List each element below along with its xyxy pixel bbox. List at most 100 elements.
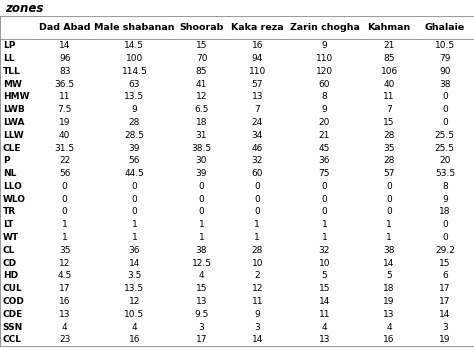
Text: 1: 1	[199, 220, 204, 229]
Text: 0: 0	[442, 105, 448, 114]
Text: 3: 3	[199, 323, 204, 332]
Text: 1: 1	[131, 233, 137, 242]
Bar	[0, 295, 36, 308]
Bar	[363, 103, 416, 116]
Bar	[286, 155, 363, 167]
Bar	[36, 39, 94, 52]
Bar	[0, 52, 36, 65]
Text: 15: 15	[196, 41, 207, 50]
Text: 0: 0	[442, 92, 448, 101]
Bar	[286, 39, 363, 52]
Bar	[416, 321, 474, 333]
Text: 4: 4	[62, 323, 67, 332]
Text: LT: LT	[3, 220, 13, 229]
Bar	[0, 65, 36, 78]
Bar	[416, 206, 474, 219]
Text: HMW: HMW	[3, 92, 29, 101]
Text: 17: 17	[439, 284, 451, 293]
Bar	[94, 257, 175, 269]
Text: 45: 45	[319, 143, 330, 152]
Bar	[416, 282, 474, 295]
Text: 1: 1	[386, 233, 392, 242]
Text: 39: 39	[128, 143, 140, 152]
Text: 14.5: 14.5	[124, 41, 145, 50]
Bar	[286, 269, 363, 282]
Bar	[36, 269, 94, 282]
Bar	[286, 65, 363, 78]
Text: WT: WT	[3, 233, 19, 242]
Bar	[228, 333, 286, 346]
Bar	[363, 65, 416, 78]
Text: 5: 5	[321, 271, 328, 280]
Text: CDE: CDE	[3, 310, 23, 319]
Bar	[175, 78, 228, 90]
Text: 12: 12	[128, 297, 140, 306]
Text: 18: 18	[383, 284, 395, 293]
Text: 0: 0	[255, 207, 260, 216]
Text: Dad Abad: Dad Abad	[39, 23, 91, 32]
Bar	[94, 180, 175, 193]
Bar	[363, 52, 416, 65]
Bar	[0, 193, 36, 206]
Bar	[175, 231, 228, 244]
Text: 1: 1	[255, 233, 260, 242]
Text: 16: 16	[128, 335, 140, 345]
Text: 15: 15	[196, 284, 207, 293]
Bar	[416, 180, 474, 193]
Bar	[416, 116, 474, 129]
Text: 0: 0	[131, 195, 137, 204]
Text: 1: 1	[255, 220, 260, 229]
Bar	[94, 333, 175, 346]
Text: 5: 5	[386, 271, 392, 280]
Bar	[0, 90, 36, 103]
Bar	[175, 142, 228, 155]
Bar	[94, 206, 175, 219]
Text: 57: 57	[383, 169, 395, 178]
Bar	[416, 231, 474, 244]
Bar	[286, 90, 363, 103]
Bar	[228, 308, 286, 321]
Bar	[363, 282, 416, 295]
Bar	[228, 52, 286, 65]
Text: 0: 0	[321, 195, 328, 204]
Text: 28.5: 28.5	[124, 131, 145, 140]
Text: 36: 36	[128, 246, 140, 255]
Text: 0: 0	[442, 220, 448, 229]
Text: 12: 12	[59, 259, 70, 268]
Text: 10: 10	[252, 259, 263, 268]
Bar	[94, 39, 175, 52]
Bar	[363, 257, 416, 269]
Text: 2: 2	[255, 271, 260, 280]
Text: 12: 12	[196, 92, 207, 101]
Bar	[286, 244, 363, 257]
Text: 1: 1	[131, 220, 137, 229]
Bar	[0, 321, 36, 333]
Text: 1: 1	[199, 233, 204, 242]
Text: 28: 28	[252, 246, 263, 255]
Text: 70: 70	[196, 54, 207, 63]
Text: 8: 8	[442, 182, 448, 191]
Bar	[416, 129, 474, 142]
Bar	[175, 116, 228, 129]
Bar	[416, 155, 474, 167]
Bar	[416, 269, 474, 282]
Bar	[363, 321, 416, 333]
Text: 13: 13	[196, 297, 207, 306]
Bar	[363, 155, 416, 167]
Text: 34: 34	[252, 131, 263, 140]
Text: 15: 15	[439, 259, 451, 268]
Text: LL: LL	[3, 54, 14, 63]
Bar	[94, 116, 175, 129]
Text: 25.5: 25.5	[435, 131, 455, 140]
Text: 1: 1	[62, 220, 67, 229]
Bar	[416, 295, 474, 308]
Text: 40: 40	[59, 131, 70, 140]
Text: 14: 14	[128, 259, 140, 268]
Bar	[363, 219, 416, 231]
Bar	[286, 52, 363, 65]
Bar	[0, 206, 36, 219]
Bar	[286, 282, 363, 295]
Bar	[36, 219, 94, 231]
Bar	[228, 219, 286, 231]
Text: 83: 83	[59, 67, 70, 76]
